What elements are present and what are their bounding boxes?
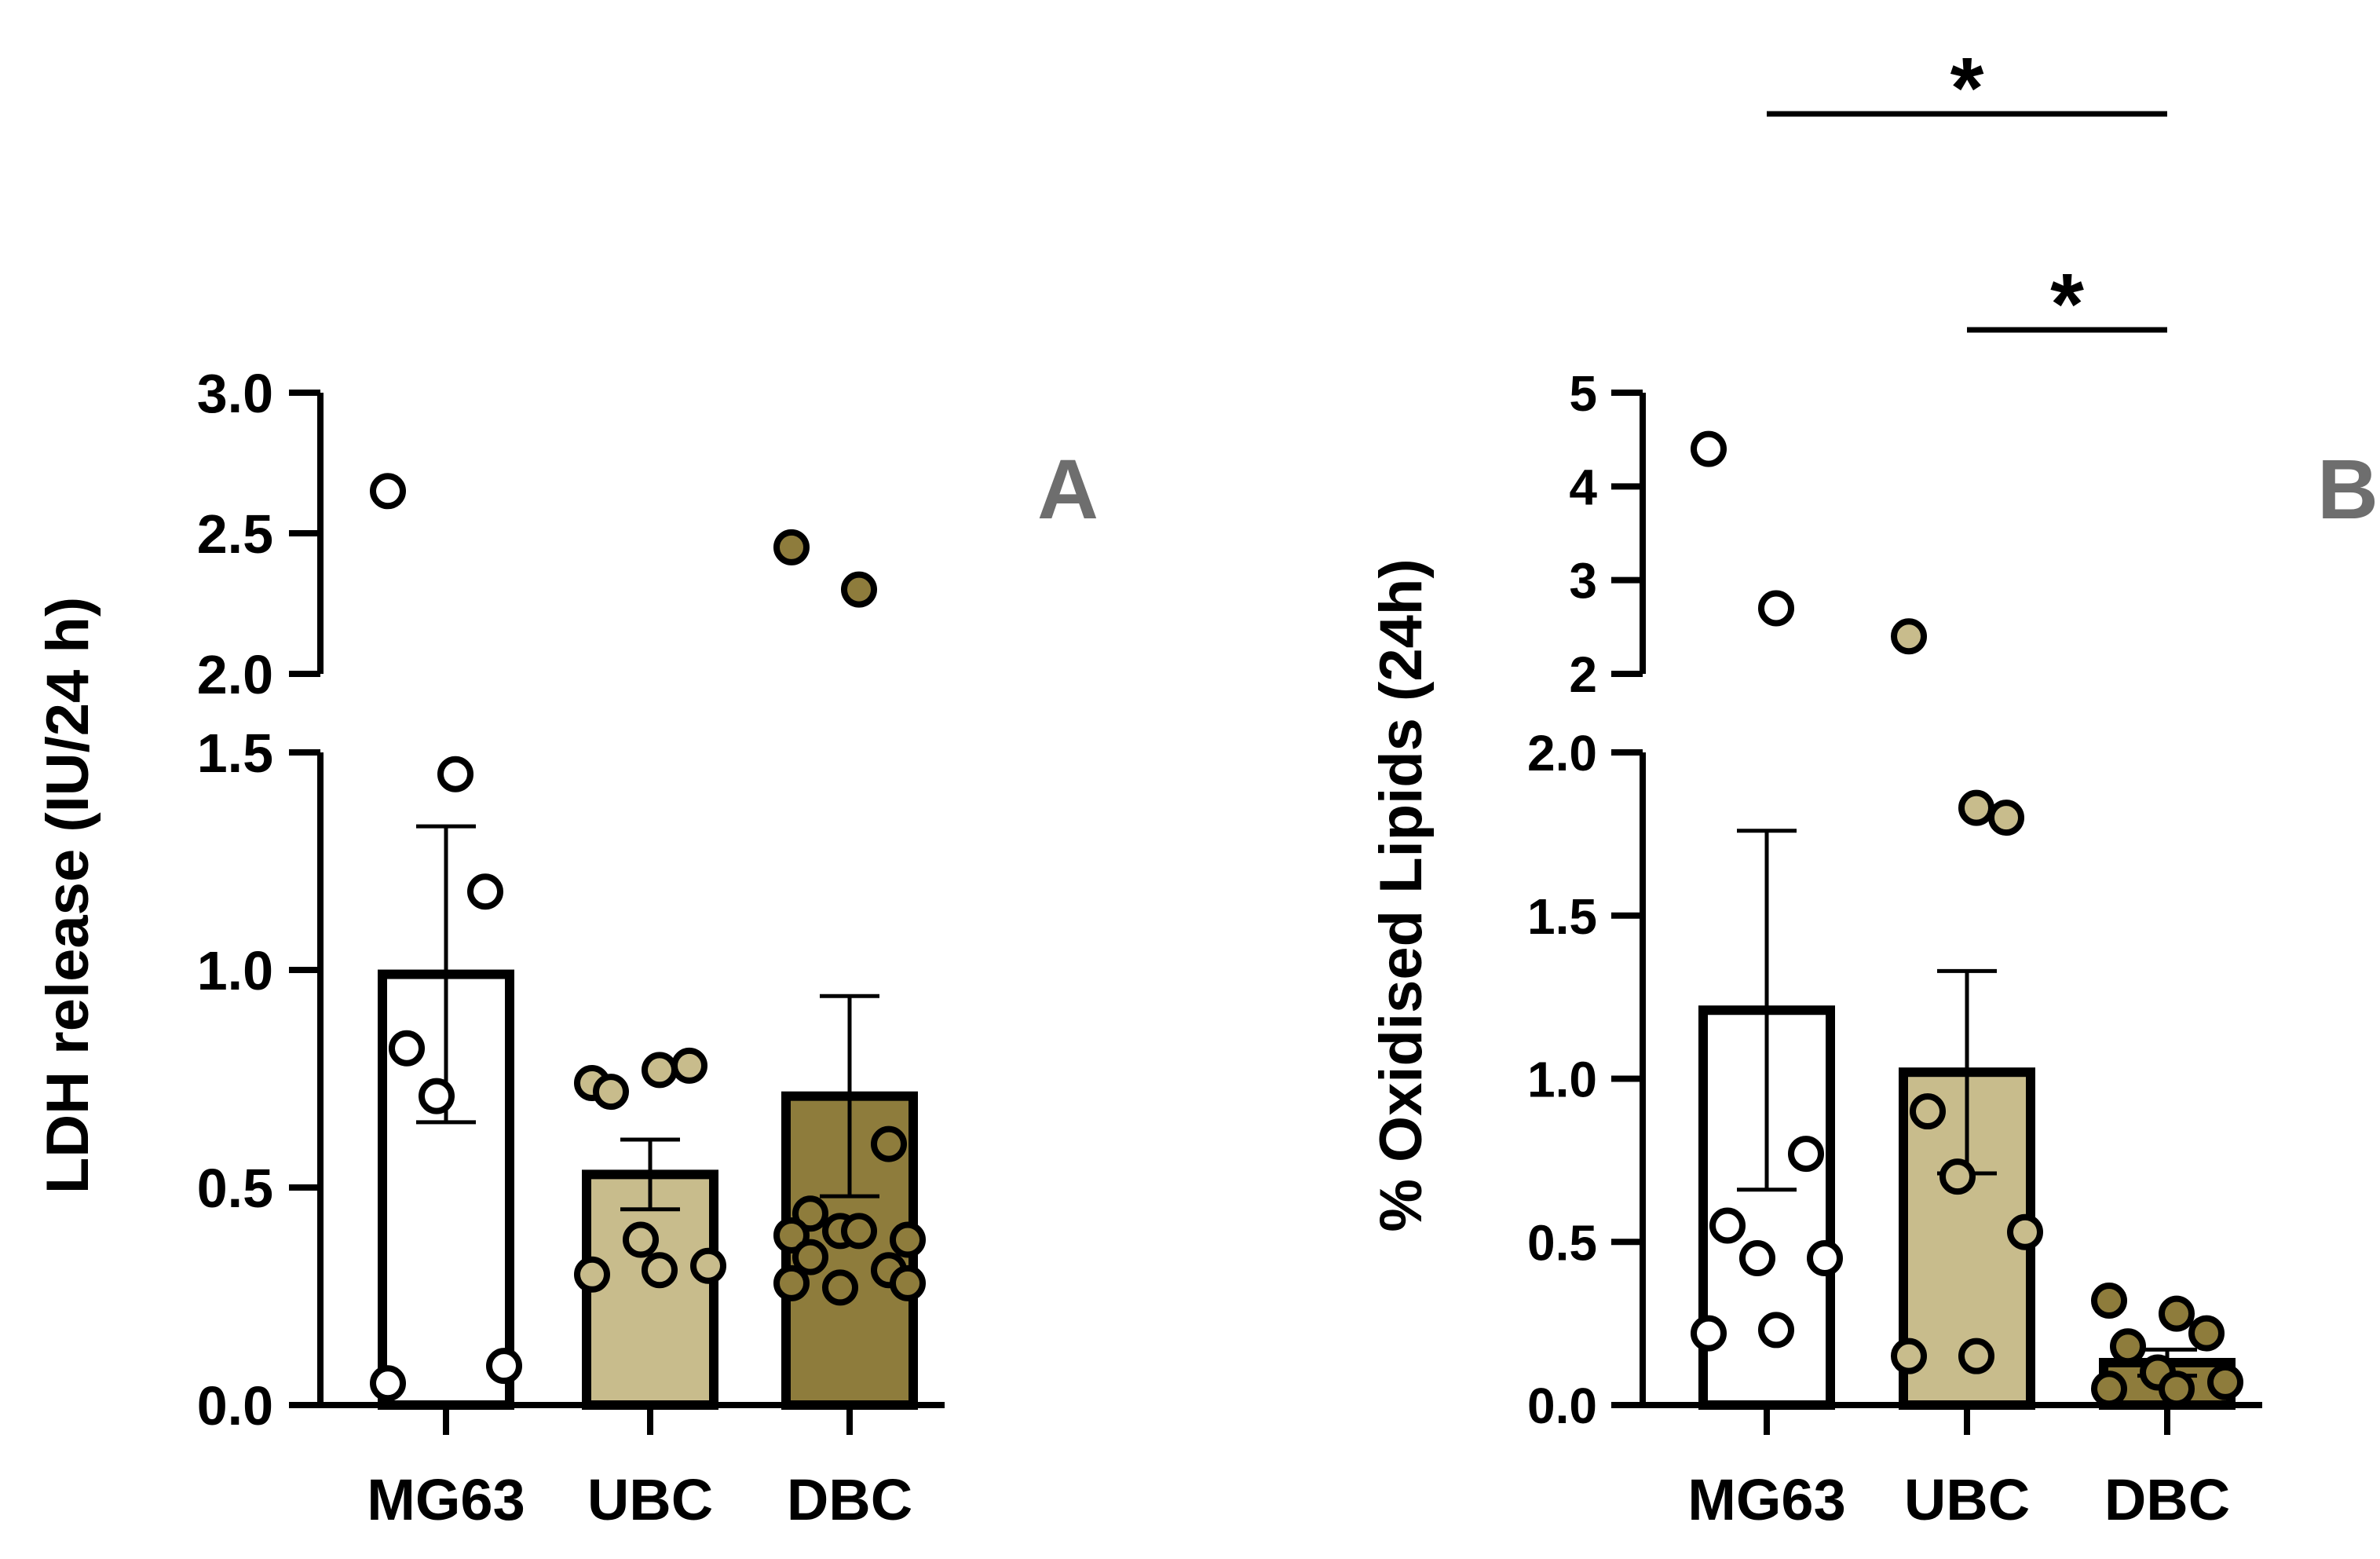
data-point-mg63 <box>486 1348 522 1385</box>
data-point-dbc <box>871 1125 907 1162</box>
panel-label: B <box>2317 441 2378 536</box>
data-point-dbc <box>773 1217 810 1253</box>
data-point-ubc <box>1891 1338 1927 1374</box>
x-tick-label: MG63 <box>367 1467 525 1532</box>
data-point-dbc <box>841 1213 877 1250</box>
significance-star: * <box>2050 256 2084 353</box>
data-point-dbc <box>792 1239 828 1275</box>
data-point-mg63 <box>1739 1240 1775 1277</box>
data-point-dbc <box>2159 1371 2195 1407</box>
x-tick-label: DBC <box>2104 1467 2230 1532</box>
data-point-mg63 <box>1691 1315 1727 1352</box>
data-point-dbc <box>2091 1283 2127 1319</box>
data-point-ubc <box>1891 618 1927 655</box>
data-point-dbc <box>2159 1295 2195 1332</box>
data-point-mg63 <box>1807 1240 1843 1277</box>
data-point-dbc <box>2207 1363 2243 1400</box>
data-point-ubc <box>2007 1213 2043 1250</box>
data-point-dbc <box>2091 1371 2127 1407</box>
y-tick-label-lower: 0.5 <box>1527 1214 1597 1271</box>
data-point-mg63 <box>1758 1312 1794 1349</box>
y-tick-label-upper: 5 <box>1569 365 1597 422</box>
data-point-ubc <box>1958 1338 1994 1374</box>
data-point-mg63 <box>437 756 473 792</box>
data-point-dbc <box>890 1264 926 1301</box>
data-point-mg63 <box>389 1030 425 1067</box>
x-tick-label: DBC <box>787 1467 912 1532</box>
data-point-dbc <box>773 1264 810 1301</box>
y-tick-label-lower: 1.0 <box>197 940 273 1001</box>
x-tick-label: UBC <box>1904 1467 2030 1532</box>
data-point-dbc <box>792 1195 828 1232</box>
data-point-mg63 <box>1691 430 1727 467</box>
data-point-ubc <box>1958 789 1994 826</box>
y-tick-label-lower: 1.5 <box>197 723 273 784</box>
y-tick-label-lower: 0.0 <box>1527 1378 1597 1434</box>
data-point-mg63 <box>1788 1136 1824 1173</box>
x-tick-label: UBC <box>587 1467 713 1532</box>
y-tick-label-upper: 3.0 <box>197 363 273 424</box>
data-point-ubc <box>642 1052 678 1089</box>
data-point-ubc <box>1988 800 2024 836</box>
data-point-ubc <box>690 1247 726 1284</box>
y-tick-label-upper: 3 <box>1569 553 1597 609</box>
y-tick-label-upper: 2 <box>1569 646 1597 703</box>
y-tick-label-upper: 4 <box>1569 459 1597 515</box>
y-axis-label: LDH release (IU/24 h) <box>35 597 101 1194</box>
y-tick-label-lower: 0.5 <box>197 1158 273 1219</box>
y-tick-label-lower: 1.5 <box>1527 888 1597 945</box>
data-point-ubc <box>593 1074 629 1111</box>
data-point-ubc <box>623 1221 659 1258</box>
data-point-mg63 <box>467 873 503 910</box>
data-point-dbc <box>2110 1328 2146 1365</box>
panel-label: A <box>1037 441 1099 536</box>
data-point-mg63 <box>370 1365 406 1402</box>
data-point-ubc <box>574 1256 610 1293</box>
data-point-mg63 <box>370 473 406 510</box>
x-tick-label: MG63 <box>1687 1467 1846 1532</box>
y-tick-label-lower: 2.0 <box>1527 725 1597 781</box>
panel-b: MG63 UBC DBC 0.0 0.5 1.0 1.5 2.0 2 3 4 5 % Oxidised … <box>1368 40 2378 1532</box>
data-point-ubc <box>642 1252 678 1289</box>
data-point-ubc <box>671 1047 707 1084</box>
data-point-mg63 <box>1758 590 1794 627</box>
data-point-mg63 <box>1709 1207 1746 1244</box>
y-tick-label-lower: 1.0 <box>1527 1052 1597 1108</box>
significance-star: * <box>1950 40 1984 137</box>
y-tick-label-lower: 0.0 <box>197 1375 273 1436</box>
data-point-dbc <box>822 1269 858 1306</box>
data-point-ubc <box>1910 1093 1946 1130</box>
y-tick-label-upper: 2.0 <box>197 644 273 705</box>
data-point-dbc <box>890 1221 926 1258</box>
y-tick-label-upper: 2.5 <box>197 503 273 565</box>
panel-a: MG63 UBC DBC 0.0 0.5 1.0 1.5 2.0 2.5 3.0 LDH relea… <box>35 363 1099 1532</box>
data-point-dbc <box>841 571 877 608</box>
data-point-dbc <box>2188 1315 2225 1352</box>
data-point-ubc <box>1939 1158 1976 1195</box>
data-point-dbc <box>773 529 810 565</box>
y-axis-label: % Oxidised Lipids (24h) <box>1368 558 1435 1231</box>
data-point-mg63 <box>419 1078 455 1114</box>
